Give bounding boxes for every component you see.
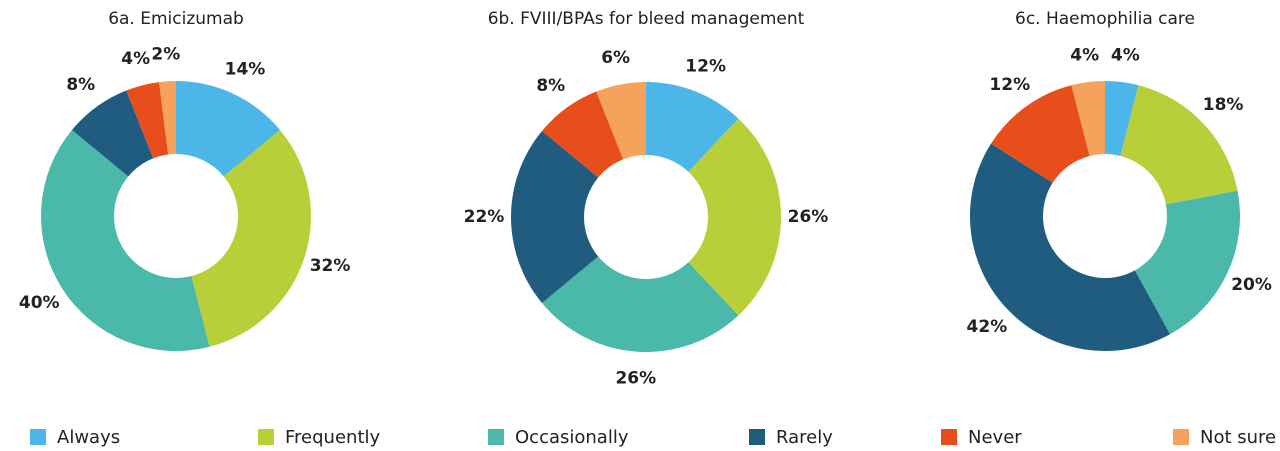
legend-item-rarely: Rarely (749, 427, 833, 448)
slice-never (126, 82, 169, 159)
slice-never (541, 91, 624, 178)
data-label: 22% (464, 207, 505, 227)
legend-item-never: Never (941, 427, 1022, 448)
legend-item-always: Always (30, 427, 120, 448)
chart-title: 6c. Haemophilia care (1015, 9, 1195, 29)
data-label: 12% (989, 75, 1030, 95)
slice-occasionally (541, 256, 739, 352)
slice-not-sure (596, 82, 646, 160)
data-label: 40% (19, 293, 60, 313)
slice-not-sure (1071, 81, 1105, 156)
slice-rarely (71, 90, 154, 177)
slice-frequently (1120, 85, 1238, 205)
slice-frequently (688, 118, 782, 316)
chart-title: 6a. Emicizumab (108, 9, 244, 29)
data-label: 8% (66, 75, 95, 95)
slice-rarely (969, 143, 1171, 352)
legend-item-frequently: Frequently (258, 427, 380, 448)
data-label: 26% (788, 207, 829, 227)
legend: Always Frequently Occasionally Rarely Never N… (30, 427, 1276, 448)
slice-always (176, 81, 281, 177)
slice-occasionally (40, 129, 210, 351)
legend-label: Never (968, 427, 1022, 448)
legend-swatch (749, 429, 765, 445)
slice-always (646, 82, 739, 172)
data-label: 18% (1203, 95, 1244, 115)
data-label: 12% (685, 56, 726, 76)
legend-label: Occasionally (515, 427, 629, 448)
legend-item-not-sure: Not sure (1173, 427, 1276, 448)
donut-chart-3: 6c. Haemophilia care 4% 18% 20% 42% 12% 4% (967, 9, 1272, 352)
data-label: 4% (1111, 45, 1140, 65)
legend-label: Not sure (1200, 427, 1276, 448)
slice-always (1105, 81, 1139, 156)
data-label: 14% (225, 59, 266, 79)
slice-never (991, 85, 1090, 183)
data-label: 42% (967, 317, 1008, 337)
legend-swatch (1173, 429, 1189, 445)
donut-chart-2: 6b. FVIII/BPAs for bleed management 12% 26… (464, 9, 829, 389)
legend-swatch (488, 429, 504, 445)
data-label: 8% (536, 76, 565, 96)
data-label: 32% (310, 256, 351, 276)
data-label: 26% (615, 369, 656, 389)
legend-label: Frequently (285, 427, 380, 448)
data-label: 4% (1070, 45, 1099, 65)
legend-swatch (30, 429, 46, 445)
donut-chart-1: 6a. Emicizumab 14% 32% 40% 8% 4% 2% (19, 9, 351, 351)
slice-occasionally (1134, 190, 1240, 335)
data-label: 2% (151, 44, 180, 64)
data-label: 6% (601, 48, 630, 68)
legend-label: Rarely (776, 427, 833, 448)
data-label: 4% (121, 49, 150, 69)
chart-title: 6b. FVIII/BPAs for bleed management (488, 9, 805, 29)
legend-swatch (941, 429, 957, 445)
legend-swatch (258, 429, 274, 445)
legend-label: Always (57, 427, 120, 448)
slice-frequently (191, 129, 311, 347)
data-label: 20% (1231, 275, 1272, 295)
slice-rarely (510, 130, 599, 304)
legend-item-occasionally: Occasionally (488, 427, 629, 448)
slice-not-sure (159, 81, 176, 155)
